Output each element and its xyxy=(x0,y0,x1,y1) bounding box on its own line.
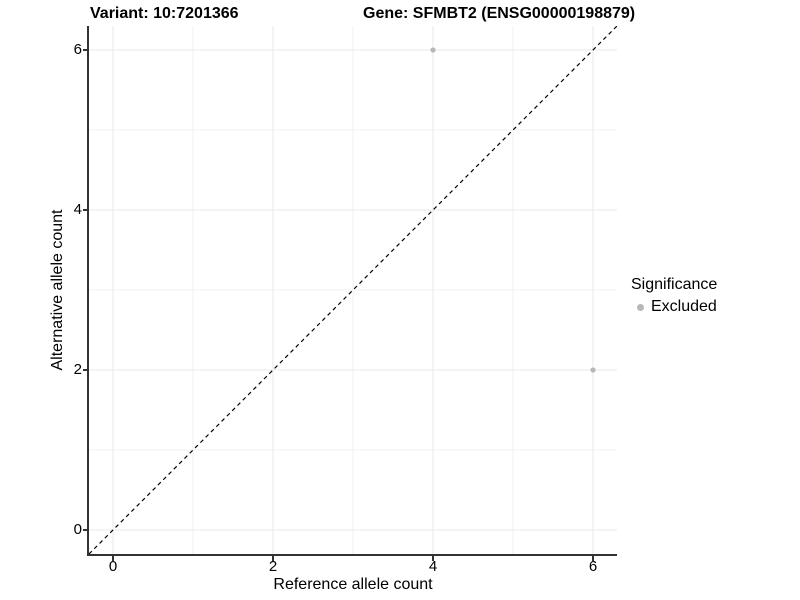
plot-panel xyxy=(88,25,618,555)
legend-item-label: Excluded xyxy=(651,298,717,315)
y-axis-line xyxy=(87,26,89,556)
y-tick-label: 0 xyxy=(73,521,82,538)
data-point xyxy=(590,367,596,373)
x-tick-mark xyxy=(592,556,594,561)
x-tick-label: 6 xyxy=(588,558,598,575)
plot-canvas xyxy=(88,25,618,555)
data-point xyxy=(430,47,436,53)
x-tick-mark xyxy=(112,556,114,561)
legend-title: Significance xyxy=(631,276,718,293)
y-tick-label: 6 xyxy=(73,41,82,58)
y-tick-mark xyxy=(83,49,88,51)
y-tick-mark xyxy=(83,209,88,211)
x-axis-line xyxy=(87,554,617,556)
legend: Significance Excluded xyxy=(631,276,717,316)
y-tick-label: 4 xyxy=(73,201,82,218)
y-axis-title: Alternative allele count xyxy=(49,209,66,371)
x-tick-label: 4 xyxy=(428,558,438,575)
y-tick-mark xyxy=(83,529,88,531)
y-tick-label: 2 xyxy=(73,361,82,378)
x-tick-label: 2 xyxy=(268,558,278,575)
legend-point-icon xyxy=(637,303,644,311)
legend-items: Excluded xyxy=(631,298,717,316)
legend-item: Excluded xyxy=(631,298,717,316)
variant-title: Variant: 10:7201366 xyxy=(90,5,239,22)
y-tick-mark xyxy=(83,369,88,371)
x-tick-mark xyxy=(432,556,434,561)
x-tick-mark xyxy=(272,556,274,561)
gene-title: Gene: SFMBT2 (ENSG00000198879) xyxy=(363,5,636,22)
x-tick-label: 0 xyxy=(108,558,118,575)
x-axis-title: Reference allele count xyxy=(273,576,433,593)
